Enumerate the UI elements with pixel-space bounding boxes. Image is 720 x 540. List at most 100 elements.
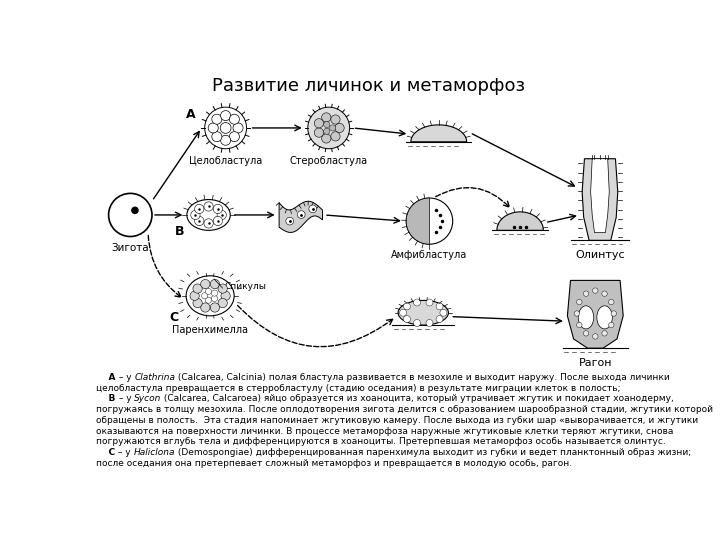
Circle shape: [324, 122, 330, 127]
Circle shape: [602, 291, 607, 296]
Circle shape: [212, 295, 217, 302]
Circle shape: [309, 205, 317, 213]
Circle shape: [204, 219, 213, 228]
Text: A: A: [186, 107, 196, 120]
Circle shape: [210, 303, 220, 312]
Text: Паренхимелла: Паренхимелла: [172, 325, 248, 335]
Text: – у: – у: [116, 373, 134, 382]
Circle shape: [583, 330, 589, 336]
Text: погружаясь в толщу мезохила. После оплодотворения зигота делится с образованием : погружаясь в толщу мезохила. После оплод…: [96, 405, 714, 414]
Circle shape: [233, 123, 243, 133]
Circle shape: [220, 135, 230, 145]
Text: – у: – у: [115, 448, 134, 457]
Circle shape: [413, 320, 420, 327]
Ellipse shape: [597, 306, 612, 329]
Circle shape: [403, 303, 410, 310]
Text: Целобластула: Целобластула: [189, 156, 262, 166]
Circle shape: [213, 217, 222, 226]
Circle shape: [611, 311, 616, 316]
Circle shape: [213, 204, 222, 214]
Circle shape: [330, 132, 340, 141]
Circle shape: [602, 330, 607, 336]
Circle shape: [193, 299, 202, 308]
Circle shape: [322, 134, 331, 143]
Circle shape: [400, 309, 407, 316]
Circle shape: [314, 119, 323, 128]
Circle shape: [218, 299, 228, 308]
Polygon shape: [497, 212, 544, 231]
Text: (Demospongiae) дифференцированная паренхимула выходит из губки и ведет планктонн: (Demospongiae) дифференцированная паренх…: [176, 448, 691, 457]
Text: целобластула превращается в стерробластулу (стадию оседания) в результате миграц: целобластула превращается в стерробласту…: [96, 383, 621, 393]
Circle shape: [204, 107, 246, 148]
Circle shape: [204, 202, 213, 211]
Circle shape: [132, 207, 138, 213]
Circle shape: [212, 132, 222, 141]
Circle shape: [330, 115, 340, 124]
Circle shape: [208, 123, 218, 133]
Text: В: В: [96, 394, 116, 403]
Text: Амфибластула: Амфибластула: [392, 251, 467, 260]
Circle shape: [230, 132, 240, 141]
Circle shape: [436, 303, 443, 310]
Circle shape: [205, 288, 212, 294]
Circle shape: [608, 299, 614, 305]
Circle shape: [221, 291, 230, 300]
Circle shape: [286, 217, 294, 225]
Text: после оседания она претерпевает сложный метаморфоз и превращается в молодую особ: после оседания она претерпевает сложный …: [96, 459, 572, 468]
Circle shape: [220, 111, 230, 120]
Circle shape: [220, 123, 231, 133]
Text: Развитие личинок и метаморфоз: Развитие личинок и метаморфоз: [212, 77, 526, 95]
Text: Зигота: Зигота: [112, 242, 149, 253]
Text: погружаются вглубь тела и дифференцируются в хоаноциты. Претерпевшая метаморфоз : погружаются вглубь тела и дифференцируют…: [96, 437, 666, 447]
Circle shape: [217, 211, 226, 220]
Circle shape: [593, 288, 598, 293]
Circle shape: [307, 107, 350, 148]
Ellipse shape: [578, 306, 594, 329]
Text: – у: – у: [116, 394, 134, 403]
Text: C: C: [169, 311, 179, 324]
Text: обращены в полость.  Эта стадия напоминает жгутиковую камеру. После выхода из гу: обращены в полость. Эта стадия напоминае…: [96, 416, 698, 425]
Ellipse shape: [187, 200, 230, 231]
Ellipse shape: [398, 300, 449, 325]
Circle shape: [190, 291, 199, 300]
Circle shape: [191, 211, 200, 220]
Circle shape: [193, 284, 202, 293]
Text: Рагон: Рагон: [579, 358, 612, 368]
Circle shape: [440, 309, 447, 316]
Circle shape: [574, 311, 580, 316]
Circle shape: [426, 299, 433, 306]
Text: Clathrina: Clathrina: [134, 373, 175, 382]
Circle shape: [593, 334, 598, 339]
Polygon shape: [590, 159, 609, 233]
Polygon shape: [406, 198, 429, 244]
Circle shape: [322, 113, 331, 122]
Circle shape: [583, 291, 589, 296]
Polygon shape: [279, 201, 323, 232]
Polygon shape: [582, 159, 618, 240]
Circle shape: [194, 204, 204, 214]
Circle shape: [205, 297, 212, 303]
Circle shape: [109, 193, 152, 237]
Circle shape: [436, 315, 443, 322]
Circle shape: [201, 280, 210, 289]
Circle shape: [218, 284, 228, 293]
Circle shape: [202, 293, 208, 299]
Circle shape: [335, 123, 344, 132]
Circle shape: [194, 217, 204, 226]
Circle shape: [403, 315, 410, 322]
Circle shape: [212, 290, 217, 296]
Ellipse shape: [186, 276, 234, 316]
Polygon shape: [411, 125, 467, 142]
Circle shape: [297, 211, 305, 218]
Text: С: С: [96, 448, 115, 457]
Circle shape: [230, 114, 240, 124]
Circle shape: [212, 114, 222, 124]
Text: Sycon: Sycon: [134, 394, 161, 403]
Polygon shape: [567, 280, 624, 348]
Circle shape: [608, 322, 614, 328]
Text: оказываются на поверхности личинки. В процессе метаморфоза наружные жгутиковые к: оказываются на поверхности личинки. В пр…: [96, 427, 674, 436]
Circle shape: [577, 299, 582, 305]
Text: (Calcarea, Calcinia) полая бластула развивается в мезохиле и выходит наружу. Пос: (Calcarea, Calcinia) полая бластула разв…: [175, 373, 670, 382]
Text: Спикулы: Спикулы: [224, 282, 266, 291]
Text: Haliclona: Haliclona: [134, 448, 176, 457]
